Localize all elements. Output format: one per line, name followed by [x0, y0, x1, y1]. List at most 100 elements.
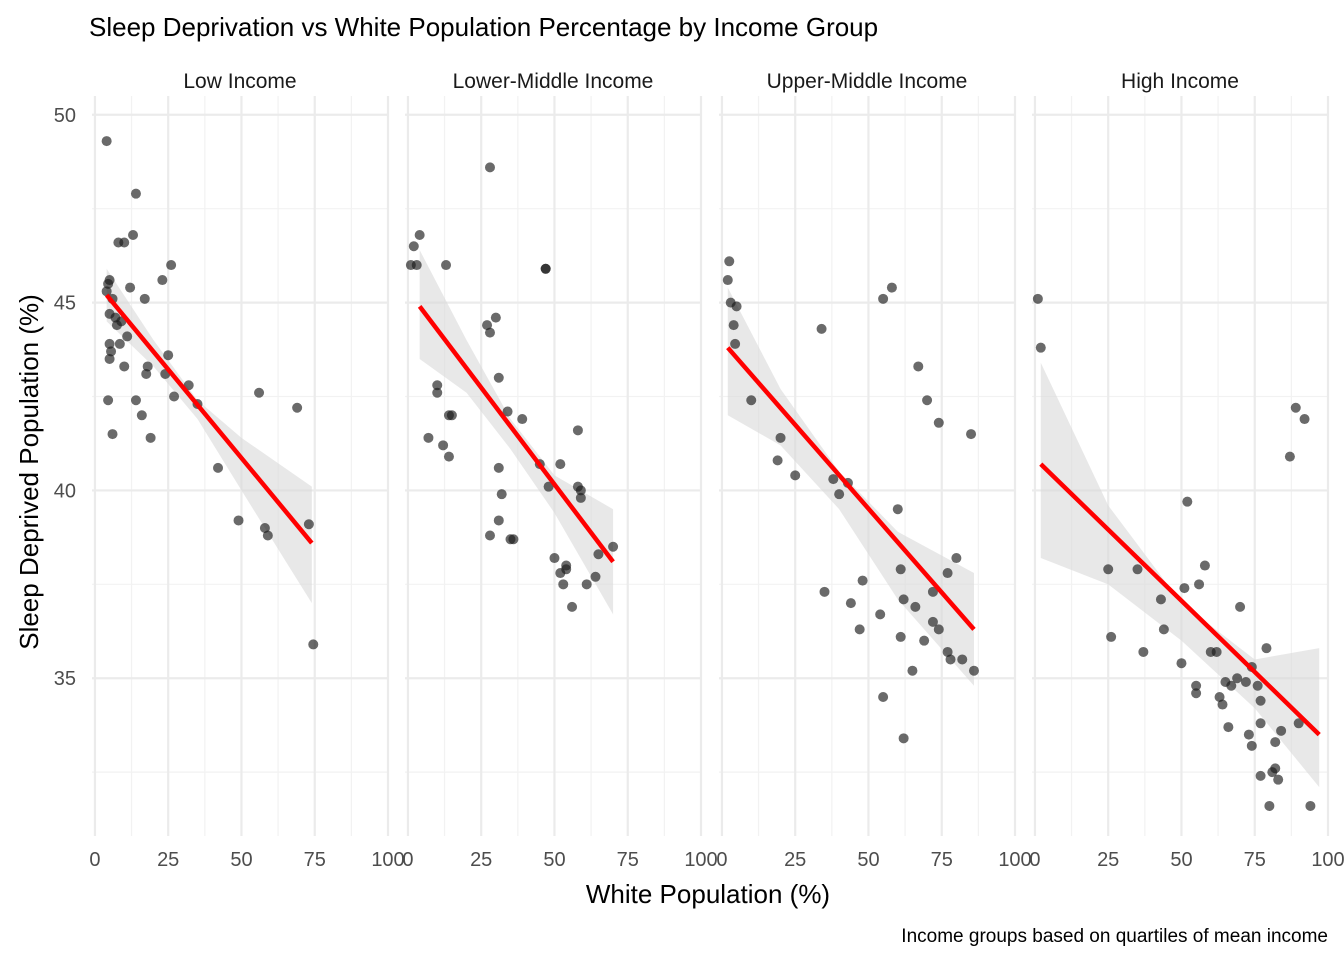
x-tick-label: 75 [931, 849, 953, 871]
data-point [446, 410, 457, 421]
data-point [493, 372, 504, 383]
data-point [886, 282, 897, 293]
data-point [543, 481, 554, 492]
data-point [233, 515, 244, 526]
data-point [411, 260, 422, 271]
x-tick-label: 100 [1311, 849, 1344, 871]
data-point [128, 229, 139, 240]
x-tick-label: 50 [1170, 849, 1192, 871]
data-point [114, 338, 125, 349]
data-point [443, 451, 454, 462]
data-point [166, 260, 177, 271]
data-point [1132, 564, 1143, 575]
trend-line [104, 293, 314, 545]
data-point [575, 485, 586, 496]
data-point [496, 489, 507, 500]
data-point [502, 406, 513, 417]
data-point [857, 575, 868, 586]
data-point [292, 402, 303, 413]
data-point [1214, 692, 1225, 703]
x-tick-label: 25 [1097, 849, 1119, 871]
data-point [945, 654, 956, 665]
data-point [441, 260, 452, 271]
data-point [1284, 451, 1295, 462]
trend-line [726, 346, 976, 631]
x-tick-label: 0 [1029, 849, 1040, 871]
data-point [722, 275, 733, 286]
data-point [1246, 740, 1257, 751]
data-point [1290, 402, 1301, 413]
data-point [106, 346, 117, 357]
data-point [1255, 770, 1266, 781]
y-tick-label: 40 [54, 480, 76, 502]
x-tick-label: 0 [402, 849, 413, 871]
data-point [103, 395, 114, 406]
x-tick-label: 100 [684, 849, 717, 871]
data-point [1194, 579, 1205, 590]
data-point [1155, 594, 1166, 605]
data-point [1276, 725, 1287, 736]
chart-title: Sleep Deprivation vs White Population Pe… [89, 12, 878, 42]
data-point [878, 293, 889, 304]
x-tick-label: 50 [543, 849, 565, 871]
confidence-band [1040, 362, 1320, 788]
data-point [575, 492, 586, 503]
data-point [493, 515, 504, 526]
trend-line [1039, 462, 1321, 737]
data-point [1255, 718, 1266, 729]
data-point [303, 519, 314, 530]
data-point [130, 188, 141, 199]
data-point [1235, 601, 1246, 612]
data-point [130, 395, 141, 406]
data-point [933, 417, 944, 428]
data-point [933, 624, 944, 635]
data-point [145, 432, 156, 443]
data-point [1261, 643, 1272, 654]
data-point [1211, 646, 1222, 657]
data-point [423, 432, 434, 443]
data-point [438, 440, 449, 451]
data-point [1199, 560, 1210, 571]
data-point [490, 312, 501, 323]
data-point [567, 601, 578, 612]
data-point [101, 136, 112, 147]
x-tick-label: 75 [1244, 849, 1266, 871]
data-point [432, 380, 443, 391]
data-point [1305, 800, 1316, 811]
data-point [913, 361, 924, 372]
data-point [104, 275, 115, 286]
data-point [1299, 414, 1310, 425]
data-point [157, 275, 168, 286]
data-point [432, 387, 443, 398]
data-point [482, 320, 493, 331]
data-point [104, 338, 115, 349]
data-point [1255, 695, 1266, 706]
data-point [898, 594, 909, 605]
data-point [927, 586, 938, 597]
y-tick-label: 35 [54, 668, 76, 690]
data-point [845, 598, 856, 609]
data-point [119, 361, 130, 372]
data-point [1217, 699, 1228, 710]
data-point [484, 530, 495, 541]
data-point [724, 256, 735, 267]
data-point [731, 301, 742, 312]
data-point [895, 564, 906, 575]
data-point [581, 579, 592, 590]
data-point [558, 579, 569, 590]
x-tick-label: 25 [470, 849, 492, 871]
data-point [828, 474, 839, 485]
x-tick-label: 0 [716, 849, 727, 871]
data-point [942, 646, 953, 657]
data-point [540, 263, 551, 274]
facet-panel: High Income 0 25 50 75 100 [1029, 70, 1344, 871]
facet-strip-label: Lower-Middle Income [453, 70, 654, 93]
facet-panel: Upper-Middle Income 0 25 50 75 100 [716, 70, 1031, 871]
y-axis-title: Sleep Deprived Population (%) [14, 294, 44, 650]
facet-panel: Low Income 0 25 50 75 100 [89, 70, 404, 871]
facet-strip-label: High Income [1121, 70, 1239, 93]
data-point [1270, 737, 1281, 748]
data-point [549, 553, 560, 564]
data-point [772, 455, 783, 466]
data-point [1158, 624, 1169, 635]
